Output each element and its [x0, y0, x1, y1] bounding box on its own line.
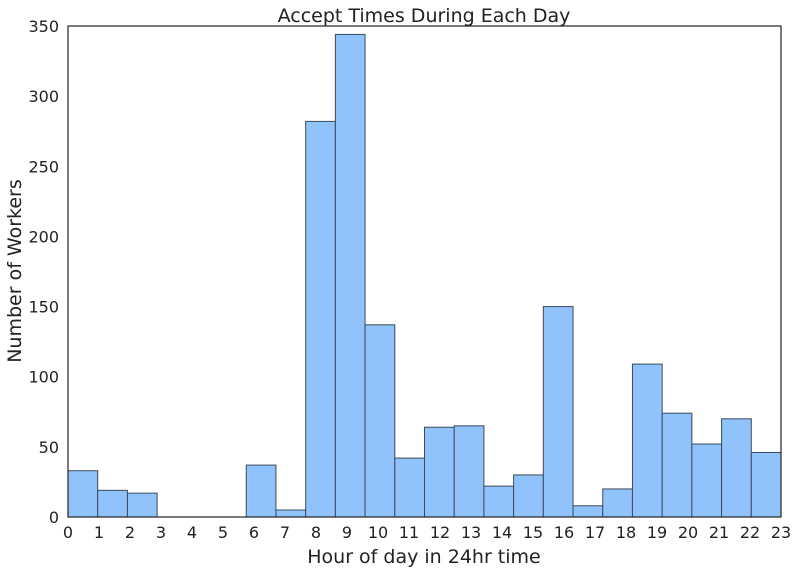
x-tick-label: 22	[740, 523, 760, 542]
x-tick-label: 17	[585, 523, 605, 542]
x-tick-label: 5	[218, 523, 228, 542]
y-tick-label: 350	[28, 17, 59, 36]
y-tick-label: 0	[49, 508, 59, 527]
x-axis-label: Hour of day in 24hr time	[307, 546, 541, 568]
x-tick-label: 12	[430, 523, 450, 542]
x-tick-label: 13	[461, 523, 481, 542]
bar-21	[691, 443, 723, 518]
bar-18	[602, 488, 633, 518]
x-ticks-group: 0 1 2 3 4 5 6 7 8 9 10 11 12 13 14 15 16 17 18 19 20 21 22 23	[63, 523, 791, 542]
x-tick-label: 7	[280, 523, 290, 542]
bar-2	[126, 492, 158, 518]
bar-22	[721, 418, 752, 518]
chart-title: Accept Times During Each Day	[278, 5, 571, 27]
x-tick-label: 2	[125, 523, 135, 542]
bar-19	[631, 363, 663, 518]
bar-13	[453, 425, 485, 518]
x-tick-label: 20	[678, 523, 698, 542]
x-tick-label: 15	[523, 523, 543, 542]
x-tick-label: 11	[399, 523, 419, 542]
bar-23	[750, 451, 782, 518]
x-tick-label: 0	[63, 523, 73, 542]
x-tick-label: 23	[771, 523, 791, 542]
bar-17	[572, 505, 604, 518]
bar-14	[483, 485, 515, 518]
y-axis-label: Number of Workers	[4, 179, 26, 363]
bar-8	[305, 120, 336, 518]
plot-frame	[67, 25, 782, 518]
bar-11	[394, 457, 426, 518]
x-tick-label: 8	[311, 523, 321, 542]
x-tick-label: 3	[156, 523, 166, 542]
y-tick-label: 100	[28, 368, 59, 387]
bar-10	[364, 324, 396, 518]
bar-20	[661, 412, 693, 518]
x-tick-label: 9	[342, 523, 352, 542]
bar-9	[334, 33, 366, 518]
bar-0	[67, 470, 99, 518]
x-tick-label: 1	[94, 523, 104, 542]
x-tick-label: 18	[616, 523, 636, 542]
x-tick-label: 21	[709, 523, 729, 542]
x-tick-label: 4	[187, 523, 197, 542]
y-ticks-group: 0 50 100 150 200 250 300 350	[28, 17, 59, 527]
y-tick-label: 200	[28, 227, 59, 246]
x-tick-label: 6	[249, 523, 259, 542]
y-tick-label: 300	[28, 87, 59, 106]
bar-1	[97, 489, 128, 518]
bar-7	[275, 509, 307, 518]
bar-12	[424, 426, 455, 518]
bar-16	[542, 306, 574, 518]
bar-15	[513, 474, 544, 518]
y-tick-label: 50	[39, 438, 59, 457]
x-tick-label: 19	[647, 523, 667, 542]
bar-6	[245, 464, 277, 518]
x-tick-label: 16	[554, 523, 574, 542]
y-tick-label: 250	[28, 157, 59, 176]
x-tick-label: 10	[368, 523, 388, 542]
y-tick-label: 150	[28, 298, 59, 317]
bars-group	[67, 33, 782, 518]
x-tick-label: 14	[492, 523, 512, 542]
